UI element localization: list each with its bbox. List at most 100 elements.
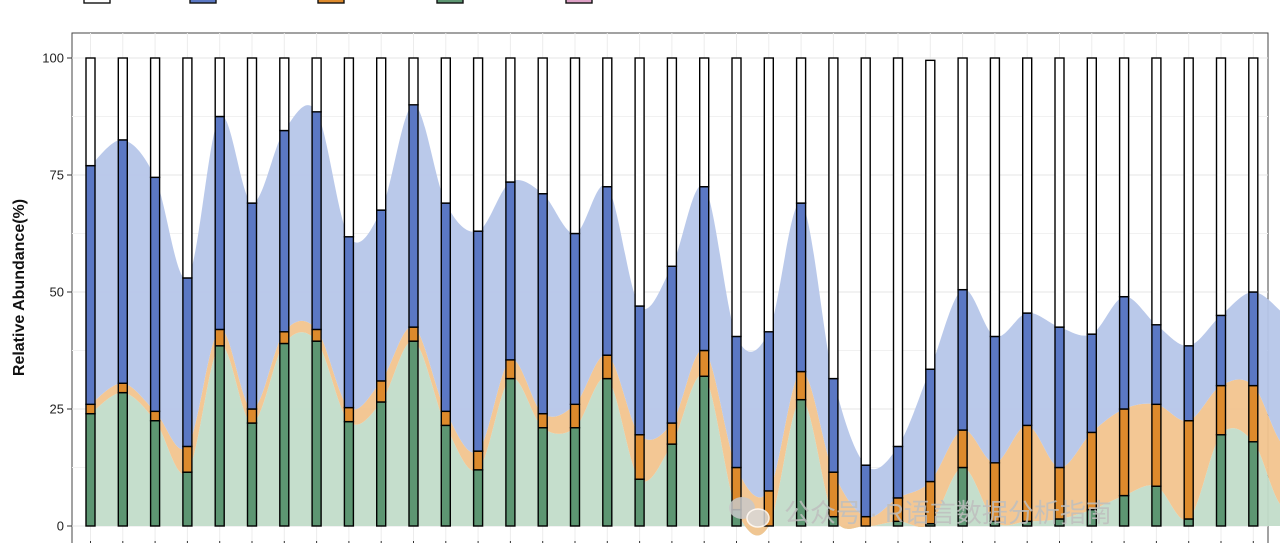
bar-segment-Others [280,58,289,131]
bar-segment-Others [1152,58,1161,325]
legend-key-green [437,0,463,3]
bar-segment-Others [635,58,644,306]
bar-segment-Others [1217,58,1226,315]
bar-segment-Others [861,58,870,465]
bar-segment-blue [248,203,257,409]
bar-segment-orange [603,355,612,378]
bar-segment-blue [635,306,644,435]
bar-segment-orange [441,411,450,425]
y-tick-label: 100 [42,51,64,66]
bar-segment-blue [926,369,935,481]
bar-segment-Others [506,58,515,182]
bar-segment-orange [538,414,547,428]
bar-segment-orange [344,408,353,422]
bar-segment-orange [1249,386,1258,442]
bar-segment-blue [215,117,224,330]
bar-segment-orange [409,327,418,341]
bar-segment-green [409,341,418,526]
bar-segment-orange [1184,421,1193,519]
legend-key-orange [318,0,344,3]
bar-segment-green [312,341,321,526]
bar-segment-blue [1249,292,1258,386]
bar-segment-green [667,444,676,526]
bar-segment-green [700,376,709,526]
bar-segment-green [474,470,483,526]
bar-segment-orange [571,404,580,427]
bar-segment-blue [151,177,160,411]
bar-segment-Others [958,58,967,290]
legend-key-Others [84,0,110,3]
bar-segment-green [118,393,127,526]
bar-segment-green [1217,435,1226,526]
bar-segment-Others [1120,58,1129,297]
bar-segment-orange [667,423,676,444]
bar-segment-Others [538,58,547,194]
bar-segment-Others [86,58,95,166]
bar-segment-Others [118,58,127,140]
bar-segment-blue [377,210,386,381]
bar-segment-blue [990,336,999,462]
bar-segment-orange [377,381,386,402]
bar-segment-green [1184,519,1193,526]
bar-segment-Others [441,58,450,203]
legend-key-pink [566,0,592,3]
bar-segment-blue [1087,334,1096,432]
bar-segment-Others [603,58,612,187]
bar-segment-Others [829,58,838,379]
bar-segment-green [1249,442,1258,526]
bar-segment-green [215,346,224,526]
bar-segment-Others [571,58,580,234]
bar-segment-Others [1023,58,1032,313]
bar-segment-blue [829,379,838,473]
bar-segment-blue [1217,315,1226,385]
bar-segment-orange [700,351,709,377]
bar-segment-Others [667,58,676,266]
bar-segment-blue [797,203,806,371]
bar-segment-orange [1217,386,1226,435]
bar-segment-orange [958,430,967,467]
bar-segment-blue [506,182,515,360]
bar-segment-green [151,421,160,526]
bar-segment-orange [118,383,127,392]
bar-segment-Others [1087,58,1096,334]
bar-segment-Others [474,58,483,231]
bar-segment-orange [1152,404,1161,486]
bar-segment-Others [215,58,224,117]
bar-segment-blue [86,166,95,405]
bar-segment-orange [1120,409,1129,496]
bar-segment-orange [248,409,257,423]
bar-segment-orange [506,360,515,379]
bar-segment-green [344,422,353,526]
bar-segment-Others [377,58,386,210]
bar-segment-orange [151,411,160,420]
bar-segment-green [377,402,386,526]
bar-segment-blue [183,278,192,446]
bar-segment-blue [764,332,773,491]
bar-segment-blue [571,234,580,405]
bar-segment-blue [700,187,709,351]
bar-segment-Others [1055,58,1064,327]
bar-segment-green [1152,486,1161,526]
y-tick-label: 25 [50,402,64,417]
bar-segment-blue [474,231,483,451]
legend-row [84,0,592,3]
bar-segment-green [506,379,515,526]
watermark-text: 公众号 · R语言数据分析指南 [784,498,1112,528]
y-tick-label: 0 [57,519,64,534]
bar-segment-Others [248,58,257,203]
bar-segment-green [635,479,644,526]
bar-segment-orange [215,329,224,345]
bar-segment-Others [732,58,741,336]
bar-segment-blue [538,194,547,414]
bar-segment-blue [1055,327,1064,467]
bar-segment-green [603,379,612,526]
legend-key-blue [190,0,216,3]
bar-segment-green [280,343,289,526]
y-axis-title: Relative Abundance(%) [11,199,28,376]
bar-segment-Others [797,58,806,203]
bar-segment-orange [183,446,192,472]
bar-segment-Others [700,58,709,187]
bar-segment-green [248,423,257,526]
